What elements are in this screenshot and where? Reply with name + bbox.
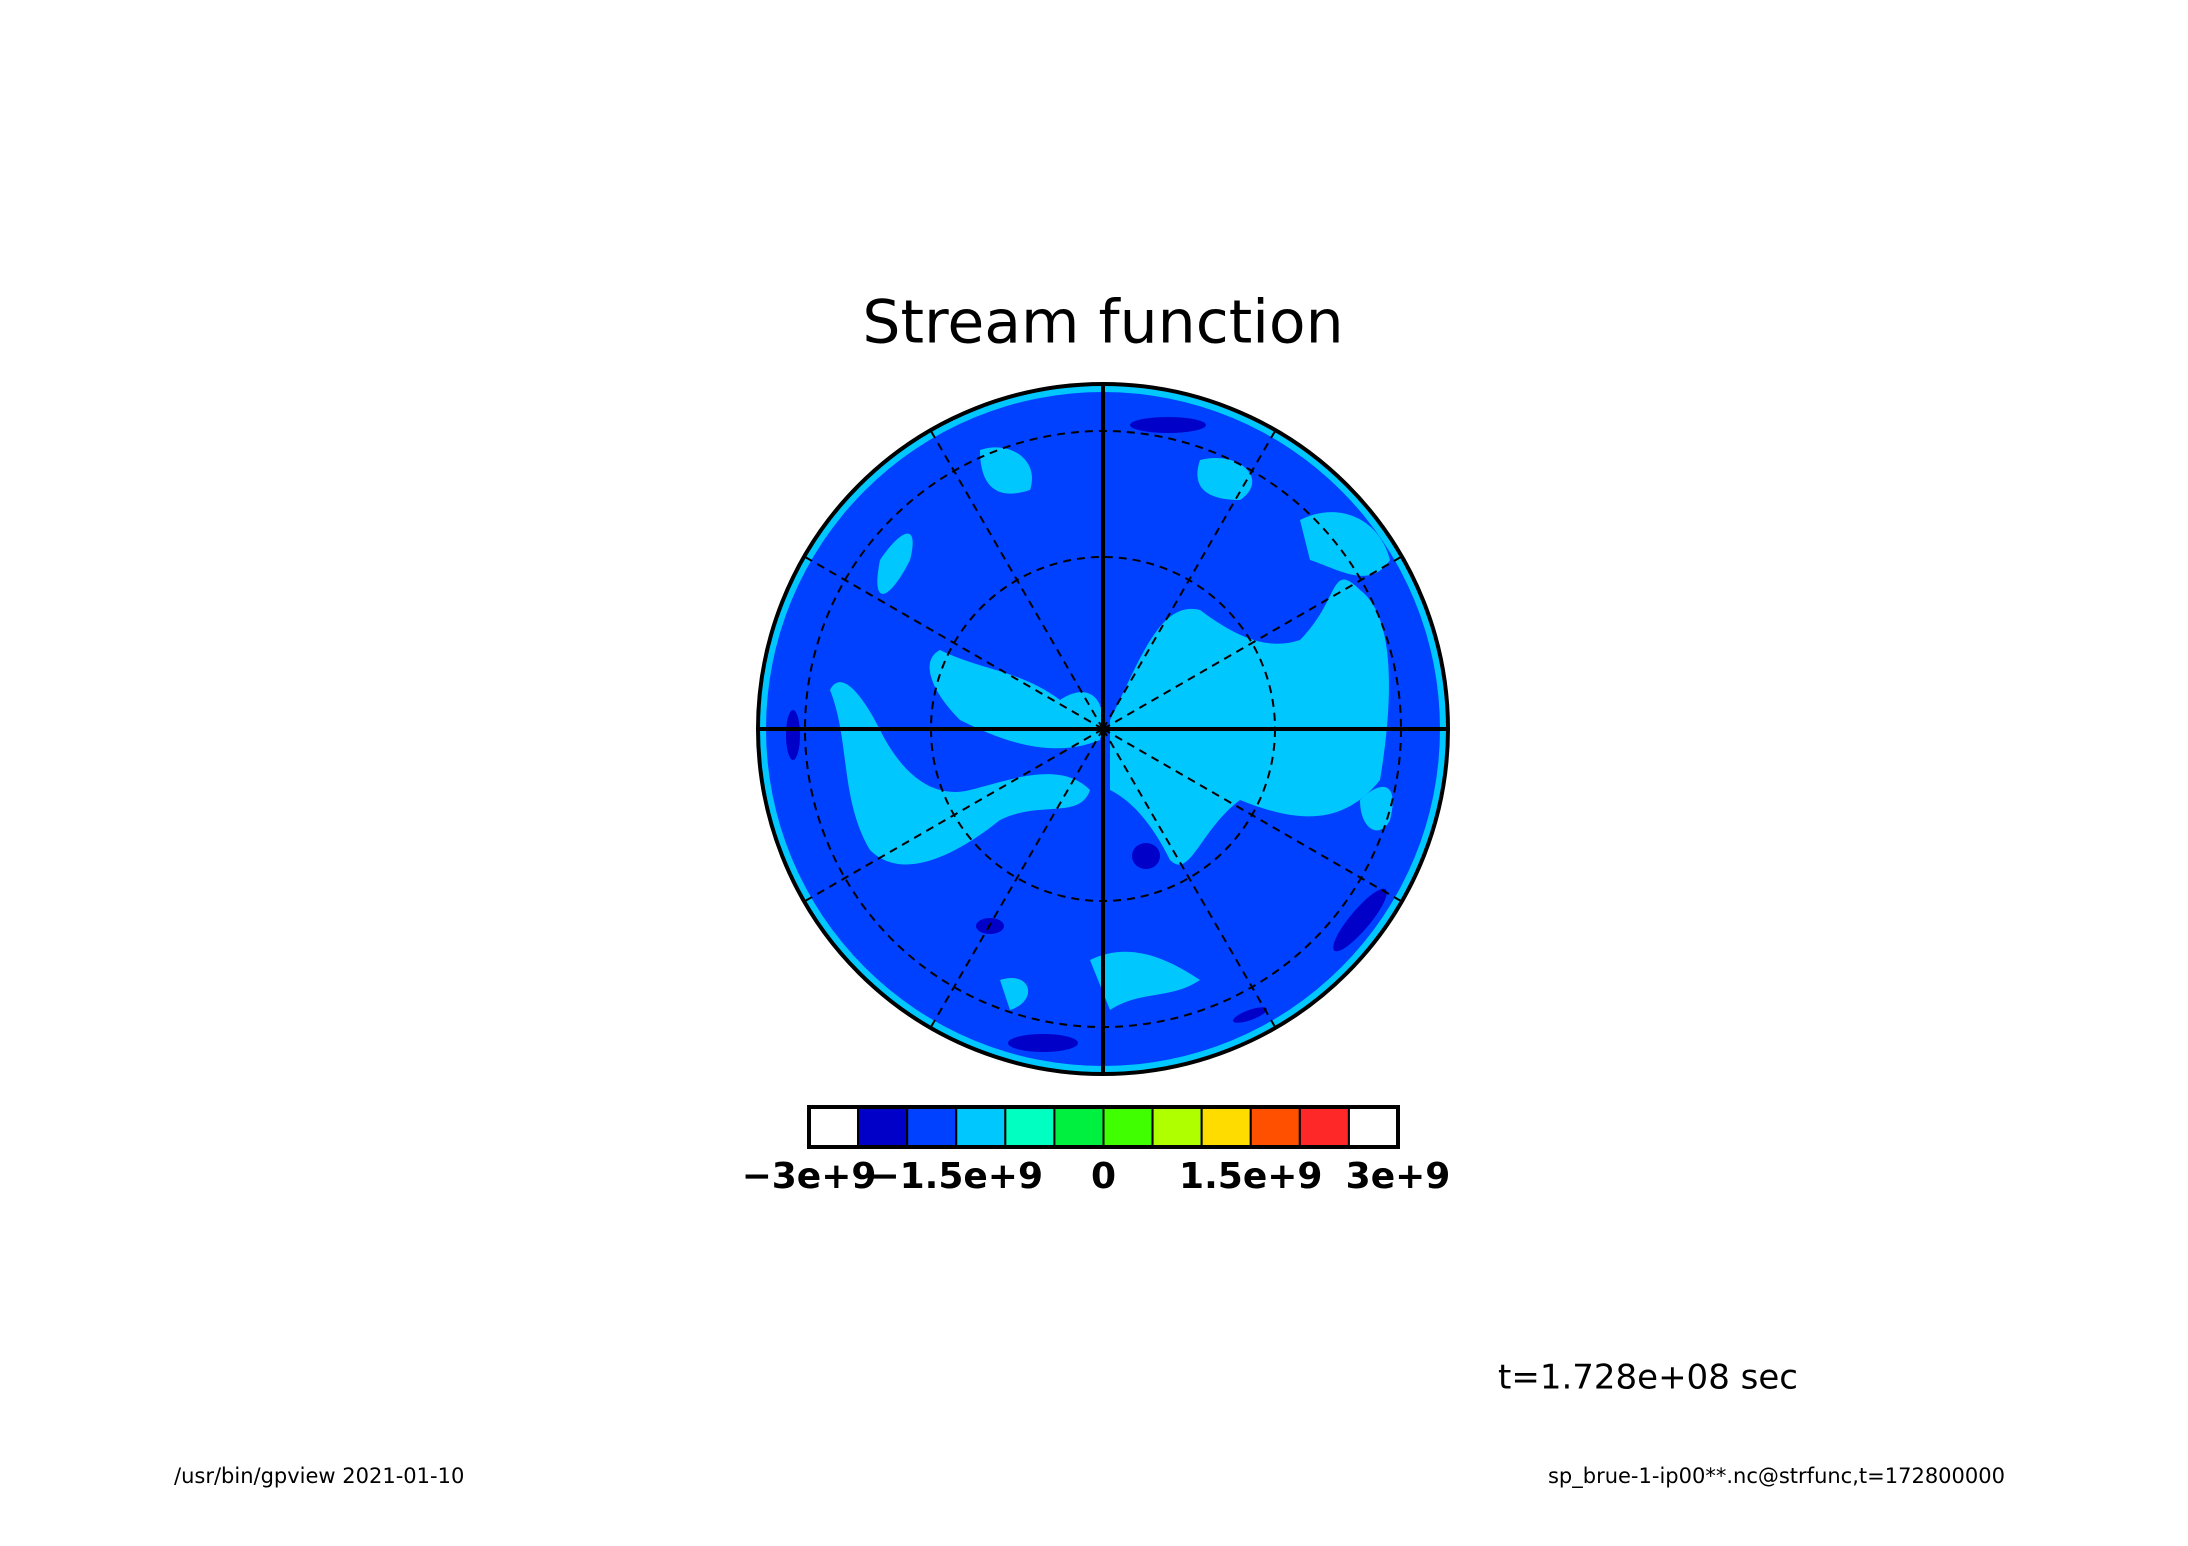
colorbar-box [808, 1106, 860, 1148]
colorbar-box [1004, 1106, 1056, 1148]
meridian [1102, 728, 1277, 1029]
colorbar-box [1347, 1106, 1399, 1148]
meridian [1102, 429, 1277, 730]
colorbar-box [1200, 1106, 1252, 1148]
meridian [929, 429, 1104, 730]
colorbar-box [1053, 1106, 1105, 1148]
colorbar-box [1249, 1106, 1301, 1148]
meridian [803, 728, 1104, 903]
meridian [1102, 555, 1403, 730]
meridian [929, 728, 1104, 1029]
colorbar-box [857, 1106, 909, 1148]
meridian [803, 555, 1104, 730]
time-label: t=1.728e+08 sec [1498, 1358, 1798, 1398]
colorbar-box [1102, 1106, 1154, 1148]
colorbar-box [906, 1106, 958, 1148]
colorbar-tick-label: −3e+9 [742, 1156, 877, 1197]
colorbar-box [955, 1106, 1007, 1148]
map-grid [758, 384, 1448, 1074]
chart-title: Stream function [862, 288, 1343, 358]
colorbar-box [1298, 1106, 1350, 1148]
colorbar-tick-label: 0 [1091, 1156, 1116, 1197]
colorbar: −3e+9−1.5e+9 0 1.5e+9 3e+9 [742, 1105, 1451, 1197]
colorbar-tick-label: −1.5e+9 [869, 1156, 1043, 1197]
map-border [756, 382, 1450, 1076]
colorbar-box [1151, 1106, 1203, 1148]
colorbar-tick-label: 3e+9 [1346, 1156, 1451, 1197]
colorbar-tick-label: 1.5e+9 [1179, 1156, 1322, 1197]
meridian [1102, 728, 1403, 903]
field-dark [786, 417, 1387, 1052]
footer-left: /usr/bin/gpview 2021-01-10 [174, 1464, 464, 1488]
footer-right: sp_brue-1-ip00**.nc@strfunc,t=172800000 [1548, 1464, 2005, 1489]
field-cyan [830, 447, 1393, 1010]
